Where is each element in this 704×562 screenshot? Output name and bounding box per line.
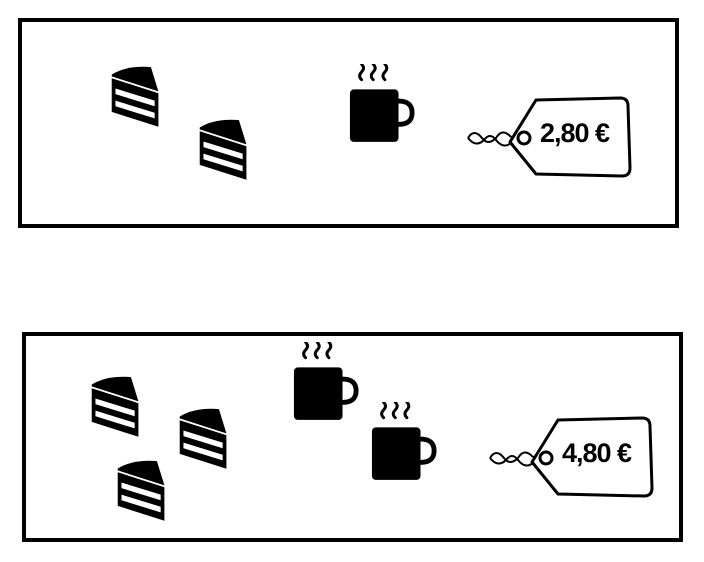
cake-slice-icon (176, 404, 232, 472)
cake-slice-icon (196, 115, 252, 183)
coffee-mug-icon (292, 342, 360, 422)
cake-slice-icon (88, 372, 144, 440)
cake-slice-icon (114, 456, 170, 524)
offer-panel-1: 2,80 € (18, 18, 679, 228)
cake-slice-icon (108, 62, 164, 130)
price-label: 4,80 € (562, 438, 632, 468)
price-tag: 2,80 € (462, 96, 632, 178)
price-label: 2,80 € (540, 118, 610, 148)
coffee-mug-icon (370, 402, 438, 482)
coffee-mug-icon (348, 64, 416, 144)
offer-panel-2: 4,80 € (22, 332, 683, 542)
price-tag: 4,80 € (484, 416, 654, 498)
